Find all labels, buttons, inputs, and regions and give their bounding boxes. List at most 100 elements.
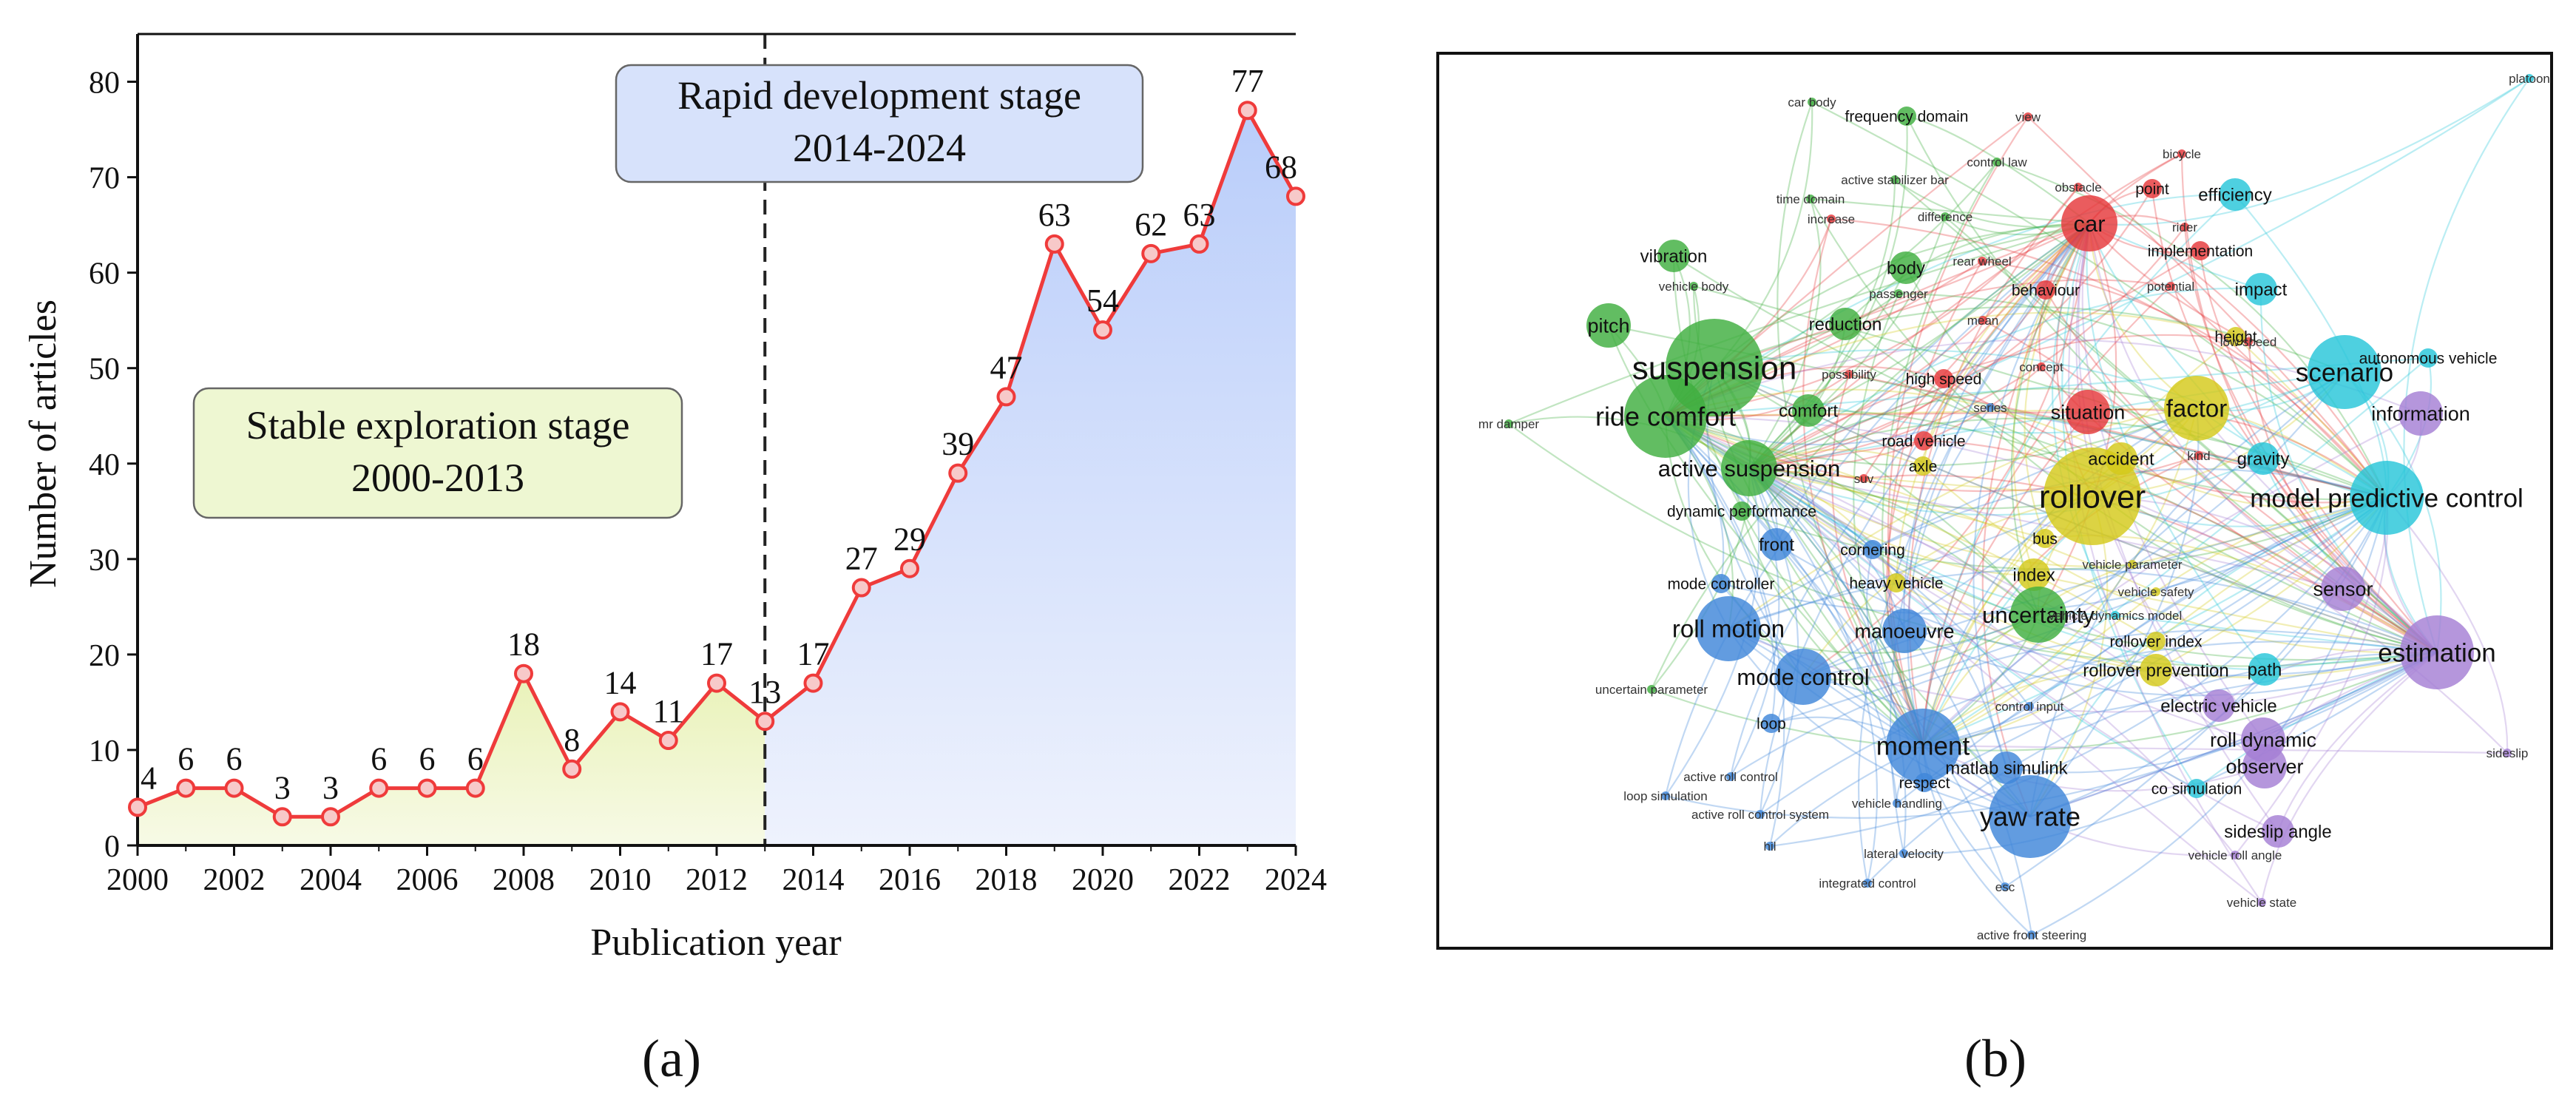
- network-edge: [1921, 408, 2197, 746]
- network-node: [1726, 772, 1735, 781]
- network-edge: [1728, 628, 2031, 818]
- network-node-label: sideslip angle: [2224, 822, 2331, 842]
- network-edge: [1922, 223, 2090, 442]
- network-node: [2418, 348, 2438, 368]
- network-edge: [1981, 260, 2387, 499]
- network-node-label: reduction: [1809, 314, 1882, 334]
- network-edge: [1748, 467, 2438, 661]
- network-node: [1863, 879, 1872, 888]
- network-edge: [1748, 467, 1907, 854]
- network-edge: [2010, 223, 2090, 615]
- network-node: [2025, 702, 2034, 711]
- network-node: [1808, 98, 1816, 107]
- network-edge: [1748, 115, 1908, 469]
- network-edge: [1665, 411, 2089, 418]
- network-edge: [1802, 223, 2091, 678]
- network-edge: [1903, 223, 2090, 632]
- network-node: [1732, 501, 1751, 521]
- network-node: [2027, 930, 2036, 939]
- data-point: [1189, 234, 1209, 254]
- network-edge: [1896, 496, 2387, 804]
- data-point: [1237, 101, 1257, 121]
- data-label: 63: [1183, 197, 1216, 233]
- network-node: [2001, 882, 2009, 891]
- network-node-label: time domain: [1777, 192, 1845, 206]
- network-edge: [1748, 287, 2262, 469]
- network-edge: [1748, 417, 2387, 499]
- data-point: [948, 463, 968, 483]
- x-tick-label: 2008: [493, 863, 555, 897]
- data-label: 14: [604, 664, 637, 700]
- network-edge: [2087, 408, 2387, 499]
- network-node-label: difference: [1918, 210, 1972, 224]
- network-node-label: sensor: [2313, 578, 2373, 600]
- stage2-title: Rapid development stage: [677, 73, 1081, 118]
- data-label: 18: [507, 626, 540, 663]
- network-edge: [1921, 336, 2237, 746]
- network-edge: [2029, 496, 2387, 817]
- network-node-label: ride comfort: [1595, 402, 1736, 432]
- network-node: [1990, 751, 2023, 784]
- data-label: 17: [797, 636, 830, 672]
- network-edge: [1665, 416, 2236, 856]
- data-point: [128, 797, 147, 817]
- network-node: [1756, 810, 1765, 819]
- network-edge: [1922, 465, 2438, 654]
- network-edge: [1777, 101, 1924, 746]
- network-node: [2043, 447, 2141, 545]
- network-edge: [1741, 496, 2387, 570]
- network-edge: [1894, 179, 2438, 653]
- network-node-label: uncertainty: [1982, 602, 2095, 628]
- network-node-label: dynamic performance: [1667, 503, 1816, 520]
- network-node: [2400, 615, 2474, 689]
- network-node: [2231, 851, 2239, 859]
- network-node-label: information: [2371, 402, 2470, 425]
- data-point: [465, 778, 485, 798]
- network-node-label: comfort: [1779, 401, 1838, 421]
- network-node: [2164, 376, 2229, 441]
- area-fill-layer: [138, 110, 1296, 845]
- network-edge: [1728, 407, 2197, 629]
- data-point: [417, 778, 437, 798]
- network-node: [1887, 573, 1906, 592]
- network-node: [2191, 241, 2210, 260]
- network-node-label: efficiency: [2198, 185, 2272, 205]
- x-tick-label: 2006: [396, 863, 459, 897]
- network-edge: [2386, 497, 2509, 754]
- network-edge: [1887, 260, 1983, 746]
- network-edge: [1769, 497, 2387, 848]
- network-node-label: rollover index: [2110, 633, 2203, 650]
- data-point: [1286, 186, 1305, 206]
- stage1-box: [192, 387, 683, 519]
- network-edge: [2027, 116, 2387, 499]
- x-tick-label: 2000: [107, 863, 169, 897]
- network-edge: [2012, 223, 2090, 575]
- network-edge: [2024, 223, 2090, 539]
- network-node: [1989, 775, 2072, 858]
- network-node-label: impact: [2235, 280, 2288, 300]
- network-node: [2262, 815, 2294, 848]
- network-edge: [1802, 371, 2345, 678]
- data-point: [1093, 320, 1112, 340]
- network-edge: [1508, 222, 2090, 425]
- network-edge: [1922, 408, 2198, 746]
- network-node-label: car: [2073, 211, 2105, 237]
- network-edge: [1748, 366, 2042, 470]
- network-edge: [1921, 194, 2236, 746]
- data-point: [658, 731, 678, 751]
- network-node: [2194, 451, 2203, 460]
- data-label: 63: [1038, 197, 1071, 233]
- network-node: [2219, 178, 2251, 211]
- network-node-label: mr damper: [1478, 417, 1540, 431]
- network-edge: [1693, 285, 2387, 499]
- network-node: [2257, 898, 2266, 907]
- network-node: [2203, 689, 2235, 722]
- network-edge: [1922, 357, 2429, 746]
- network-node: [2245, 273, 2277, 305]
- network-node-label: manoeuvre: [1854, 620, 1954, 642]
- network-edge: [1650, 223, 2090, 690]
- network-edge: [2033, 573, 2438, 654]
- network-edge: [2114, 614, 2438, 654]
- network-node: [2146, 632, 2166, 651]
- network-edge: [1748, 457, 2264, 516]
